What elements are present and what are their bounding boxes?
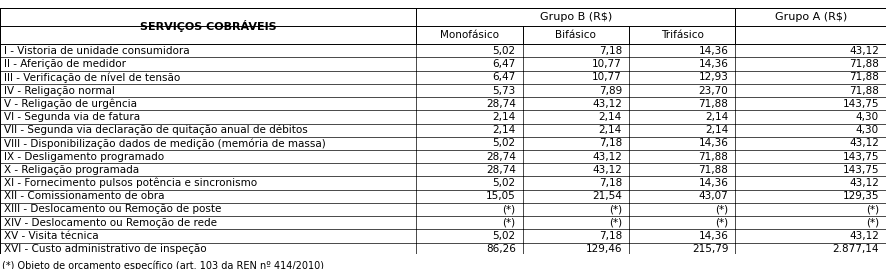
Text: 43,12: 43,12 <box>592 99 622 109</box>
Text: 2,14: 2,14 <box>705 112 728 122</box>
Text: 2,14: 2,14 <box>599 112 622 122</box>
Text: 4,30: 4,30 <box>856 112 879 122</box>
Text: V - Religação de urgência: V - Religação de urgência <box>4 98 137 109</box>
Text: 14,36: 14,36 <box>698 178 728 188</box>
Text: 14,36: 14,36 <box>698 138 728 148</box>
Text: 43,12: 43,12 <box>849 46 879 56</box>
Text: III - Verificação de nível de tensão: III - Verificação de nível de tensão <box>4 72 181 83</box>
Text: 12,93: 12,93 <box>698 72 728 82</box>
Text: Trifásico: Trifásico <box>661 30 703 40</box>
Text: IV - Religação normal: IV - Religação normal <box>4 86 115 95</box>
Text: (*): (*) <box>609 218 622 228</box>
Text: 86,26: 86,26 <box>486 244 516 254</box>
Text: 6,47: 6,47 <box>493 59 516 69</box>
Text: 129,46: 129,46 <box>586 244 622 254</box>
Text: 5,02: 5,02 <box>493 178 516 188</box>
Text: 71,88: 71,88 <box>849 72 879 82</box>
Text: 5,02: 5,02 <box>493 138 516 148</box>
Text: 14,36: 14,36 <box>698 59 728 69</box>
Text: 143,75: 143,75 <box>843 165 879 175</box>
Text: 215,79: 215,79 <box>692 244 728 254</box>
Text: (*): (*) <box>866 204 879 214</box>
Text: 5,73: 5,73 <box>493 86 516 95</box>
Text: 10,77: 10,77 <box>592 72 622 82</box>
Text: 4,30: 4,30 <box>856 125 879 135</box>
Text: (*): (*) <box>609 204 622 214</box>
Text: 15,05: 15,05 <box>486 191 516 201</box>
Text: 129,35: 129,35 <box>843 191 879 201</box>
Text: 14,36: 14,36 <box>698 46 728 56</box>
Text: XI - Fornecimento pulsos potência e sincronismo: XI - Fornecimento pulsos potência e sinc… <box>4 178 258 188</box>
Text: 5,02: 5,02 <box>493 231 516 241</box>
Text: 143,75: 143,75 <box>843 152 879 162</box>
Text: 14,36: 14,36 <box>698 231 728 241</box>
Text: 5,02: 5,02 <box>493 46 516 56</box>
Text: (*): (*) <box>866 218 879 228</box>
Text: XVI - Custo administrativo de inspeção: XVI - Custo administrativo de inspeção <box>4 244 207 254</box>
Text: IX - Desligamento programado: IX - Desligamento programado <box>4 152 165 162</box>
Text: I - Vistoria de unidade consumidora: I - Vistoria de unidade consumidora <box>4 46 190 56</box>
Text: XIV - Deslocamento ou Remoção de rede: XIV - Deslocamento ou Remoção de rede <box>4 218 217 228</box>
Text: (*): (*) <box>502 204 516 214</box>
Text: 43,12: 43,12 <box>592 165 622 175</box>
Text: 71,88: 71,88 <box>698 165 728 175</box>
Text: 7,18: 7,18 <box>599 138 622 148</box>
Text: 10,77: 10,77 <box>592 59 622 69</box>
Text: 7,18: 7,18 <box>599 231 622 241</box>
Text: 28,74: 28,74 <box>486 165 516 175</box>
Text: (*): (*) <box>715 204 728 214</box>
Text: 43,12: 43,12 <box>849 231 879 241</box>
Text: 2,14: 2,14 <box>493 125 516 135</box>
Text: 43,12: 43,12 <box>849 138 879 148</box>
Text: X - Religação programada: X - Religação programada <box>4 165 140 175</box>
Text: (*) Objeto de orçamento específico (art. 103 da REN nº 414/2010): (*) Objeto de orçamento específico (art.… <box>2 261 323 269</box>
Text: VI - Segunda via de fatura: VI - Segunda via de fatura <box>4 112 141 122</box>
Text: 7,18: 7,18 <box>599 46 622 56</box>
Text: 7,18: 7,18 <box>599 178 622 188</box>
Text: SERVIÇOS COBRÁVEIS: SERVIÇOS COBRÁVEIS <box>140 20 276 32</box>
Text: 71,88: 71,88 <box>849 86 879 95</box>
Text: 28,74: 28,74 <box>486 152 516 162</box>
Text: 43,07: 43,07 <box>698 191 728 201</box>
Text: XV - Visita técnica: XV - Visita técnica <box>4 231 99 241</box>
Text: 23,70: 23,70 <box>698 86 728 95</box>
Text: (*): (*) <box>715 218 728 228</box>
Text: 2.877,14: 2.877,14 <box>833 244 879 254</box>
Text: 143,75: 143,75 <box>843 99 879 109</box>
Text: 43,12: 43,12 <box>849 178 879 188</box>
Text: 43,12: 43,12 <box>592 152 622 162</box>
Text: 28,74: 28,74 <box>486 99 516 109</box>
Text: 6,47: 6,47 <box>493 72 516 82</box>
Text: 71,88: 71,88 <box>698 99 728 109</box>
Text: 7,89: 7,89 <box>599 86 622 95</box>
Text: VIII - Disponibilização dados de medição (memória de massa): VIII - Disponibilização dados de medição… <box>4 138 326 149</box>
Text: 71,88: 71,88 <box>849 59 879 69</box>
Text: XIII - Deslocamento ou Remoção de poste: XIII - Deslocamento ou Remoção de poste <box>4 204 222 214</box>
Text: 2,14: 2,14 <box>493 112 516 122</box>
Text: Monofásico: Monofásico <box>440 30 499 40</box>
Text: VII - Segunda via declaração de quitação anual de débitos: VII - Segunda via declaração de quitação… <box>4 125 308 135</box>
Text: Grupo B (R$): Grupo B (R$) <box>540 12 612 22</box>
Text: 2,14: 2,14 <box>599 125 622 135</box>
Text: XII - Comissionamento de obra: XII - Comissionamento de obra <box>4 191 165 201</box>
Text: Grupo A (R$): Grupo A (R$) <box>774 12 847 22</box>
Text: 71,88: 71,88 <box>698 152 728 162</box>
Text: II - Aferição de medidor: II - Aferição de medidor <box>4 59 127 69</box>
Text: Bifásico: Bifásico <box>556 30 596 40</box>
Text: 2,14: 2,14 <box>705 125 728 135</box>
Text: 21,54: 21,54 <box>592 191 622 201</box>
Text: (*): (*) <box>502 218 516 228</box>
